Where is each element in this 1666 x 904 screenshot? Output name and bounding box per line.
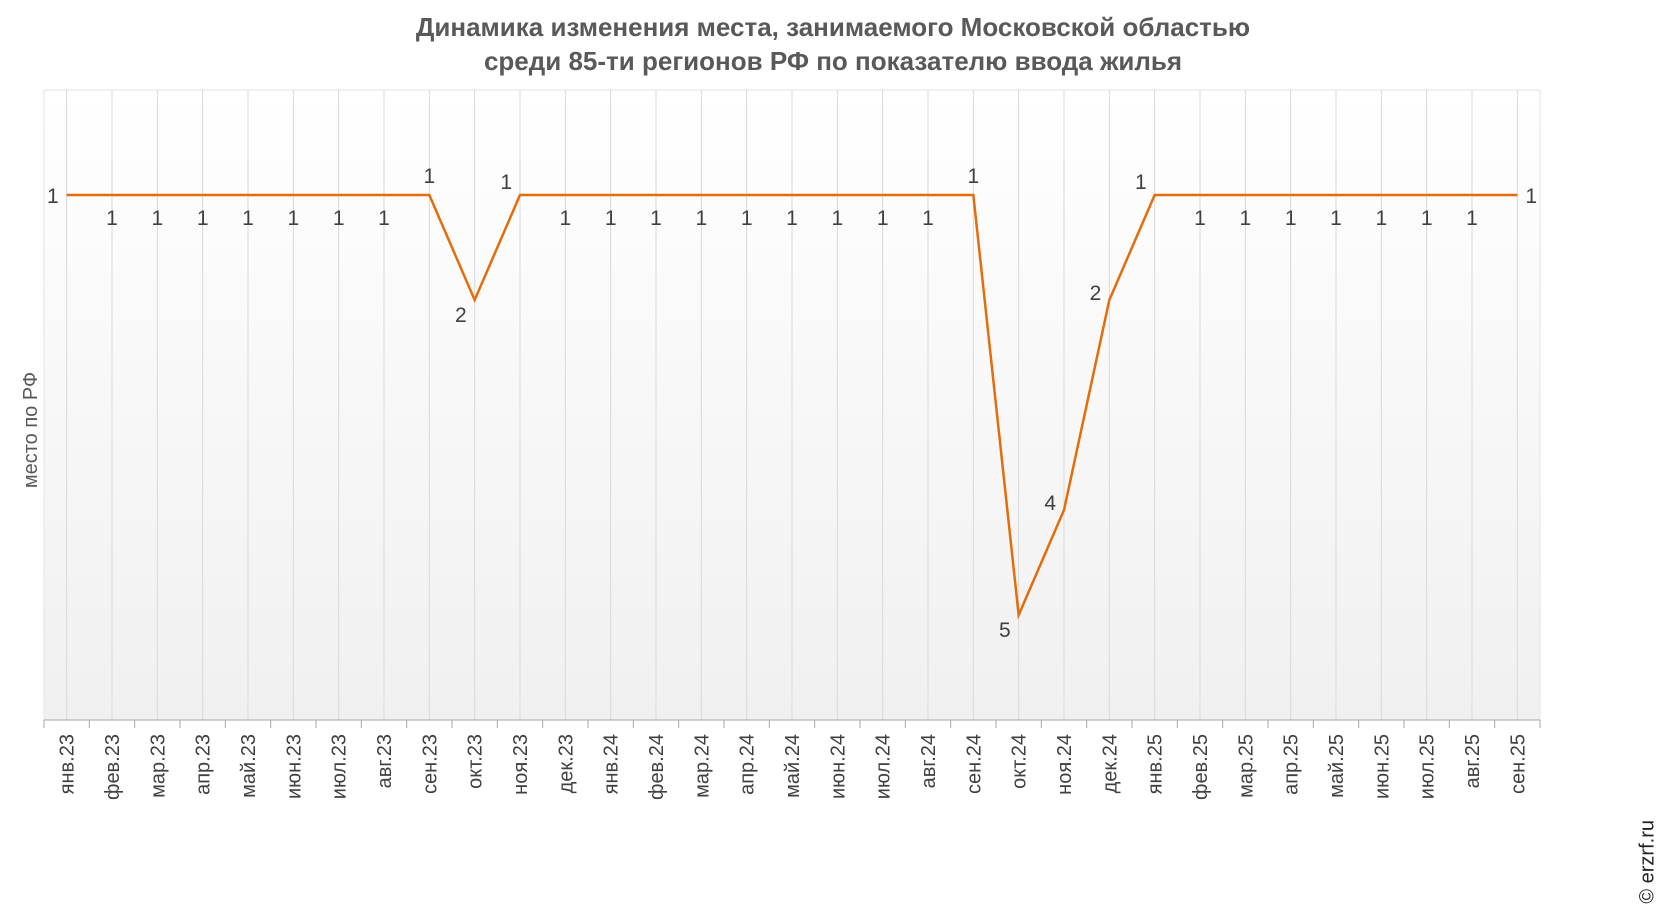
data-label: 1 <box>1525 185 1537 208</box>
data-label: 1 <box>650 207 662 230</box>
copyright-watermark: © erzrf.ru <box>1576 797 1660 904</box>
x-tick-label: авг.25 <box>1462 734 1484 788</box>
x-tick-label: июл.25 <box>1417 734 1439 799</box>
x-tick-label: авг.24 <box>918 734 940 788</box>
data-label: 1 <box>242 207 254 230</box>
x-tick-label: авг.23 <box>374 734 396 788</box>
data-label: 1 <box>1285 207 1297 230</box>
x-tick-label: мар.25 <box>1235 734 1257 798</box>
x-tick-label: май.25 <box>1326 734 1348 798</box>
data-label: 1 <box>423 165 435 188</box>
data-label: 1 <box>1194 207 1206 230</box>
x-tick-label: июн.25 <box>1371 734 1393 799</box>
data-label: 1 <box>922 207 934 230</box>
series-line <box>66 193 1518 620</box>
x-tick-label: май.24 <box>782 734 804 798</box>
x-tick-label: апр.23 <box>193 734 215 795</box>
data-label: 1 <box>695 207 707 230</box>
data-label: 2 <box>455 304 467 327</box>
data-label: 1 <box>1375 207 1387 230</box>
x-tick-label: мар.24 <box>691 734 713 798</box>
data-label: 1 <box>877 207 889 230</box>
chart-title-line-2: среди 85-ти регионов РФ по показателю вв… <box>483 46 1183 76</box>
x-tick-label: июн.24 <box>827 734 849 799</box>
data-label: 1 <box>47 185 59 208</box>
data-label: 1 <box>333 207 345 230</box>
x-tick-label: дек.23 <box>555 734 577 793</box>
x-tick-label: июл.23 <box>329 734 351 799</box>
data-label: 1 <box>287 207 299 230</box>
x-tick-label: июл.24 <box>873 734 895 799</box>
x-tick-label: мар.23 <box>147 734 169 798</box>
data-label: 1 <box>967 165 979 188</box>
x-tick-label: дек.24 <box>1099 734 1121 793</box>
data-label: 1 <box>559 207 571 230</box>
x-tick-label: ноя.23 <box>510 734 532 795</box>
x-tick-label: апр.24 <box>737 734 759 795</box>
chart-title: Динамика изменения места, занимаемого Мо… <box>0 10 1666 78</box>
x-tick-label: сен.23 <box>419 734 441 794</box>
data-label: 1 <box>1466 207 1478 230</box>
x-tick-label: апр.25 <box>1281 734 1303 795</box>
x-tick-label: янв.25 <box>1145 734 1167 794</box>
data-label: 1 <box>378 207 390 230</box>
x-tick-label: окт.23 <box>465 734 487 789</box>
x-tick-label: фев.23 <box>102 734 124 800</box>
data-label: 2 <box>1090 282 1102 305</box>
data-label: 1 <box>1135 171 1147 194</box>
x-tick-label: сен.24 <box>963 734 985 794</box>
data-label: 4 <box>1044 492 1056 515</box>
x-tick-label: май.23 <box>238 734 260 798</box>
data-label: 1 <box>106 207 118 230</box>
x-tick-label: сен.25 <box>1507 734 1529 794</box>
x-tick-label: ноя.24 <box>1054 734 1076 795</box>
x-tick-label: фев.25 <box>1190 734 1212 800</box>
x-tick-label: фев.24 <box>646 734 668 800</box>
data-label: 1 <box>197 207 209 230</box>
chart-title-line-1: Динамика изменения места, занимаемого Мо… <box>415 12 1251 42</box>
data-label: 1 <box>605 207 617 230</box>
data-label: 1 <box>1421 207 1433 230</box>
y-axis-label: место по РФ <box>20 371 42 489</box>
data-label: 5 <box>999 619 1011 642</box>
line-chart: янв.23 фев.23 мар.23 апр.23 май.23 июн.23 июл.… <box>43 89 1541 800</box>
data-label: 1 <box>151 207 163 230</box>
x-tick-label: янв.24 <box>601 734 623 794</box>
data-label: 1 <box>741 207 753 230</box>
data-label: 1 <box>500 171 512 194</box>
x-tick-label: янв.23 <box>57 734 79 794</box>
x-tick-label: июн.23 <box>283 734 305 799</box>
data-label: 1 <box>1330 207 1342 230</box>
data-label: 1 <box>1239 207 1251 230</box>
data-label: 1 <box>786 207 798 230</box>
x-tick-label: окт.24 <box>1009 734 1031 789</box>
data-label: 1 <box>831 207 843 230</box>
copyright-text: © erzrf.ru <box>1637 820 1659 904</box>
